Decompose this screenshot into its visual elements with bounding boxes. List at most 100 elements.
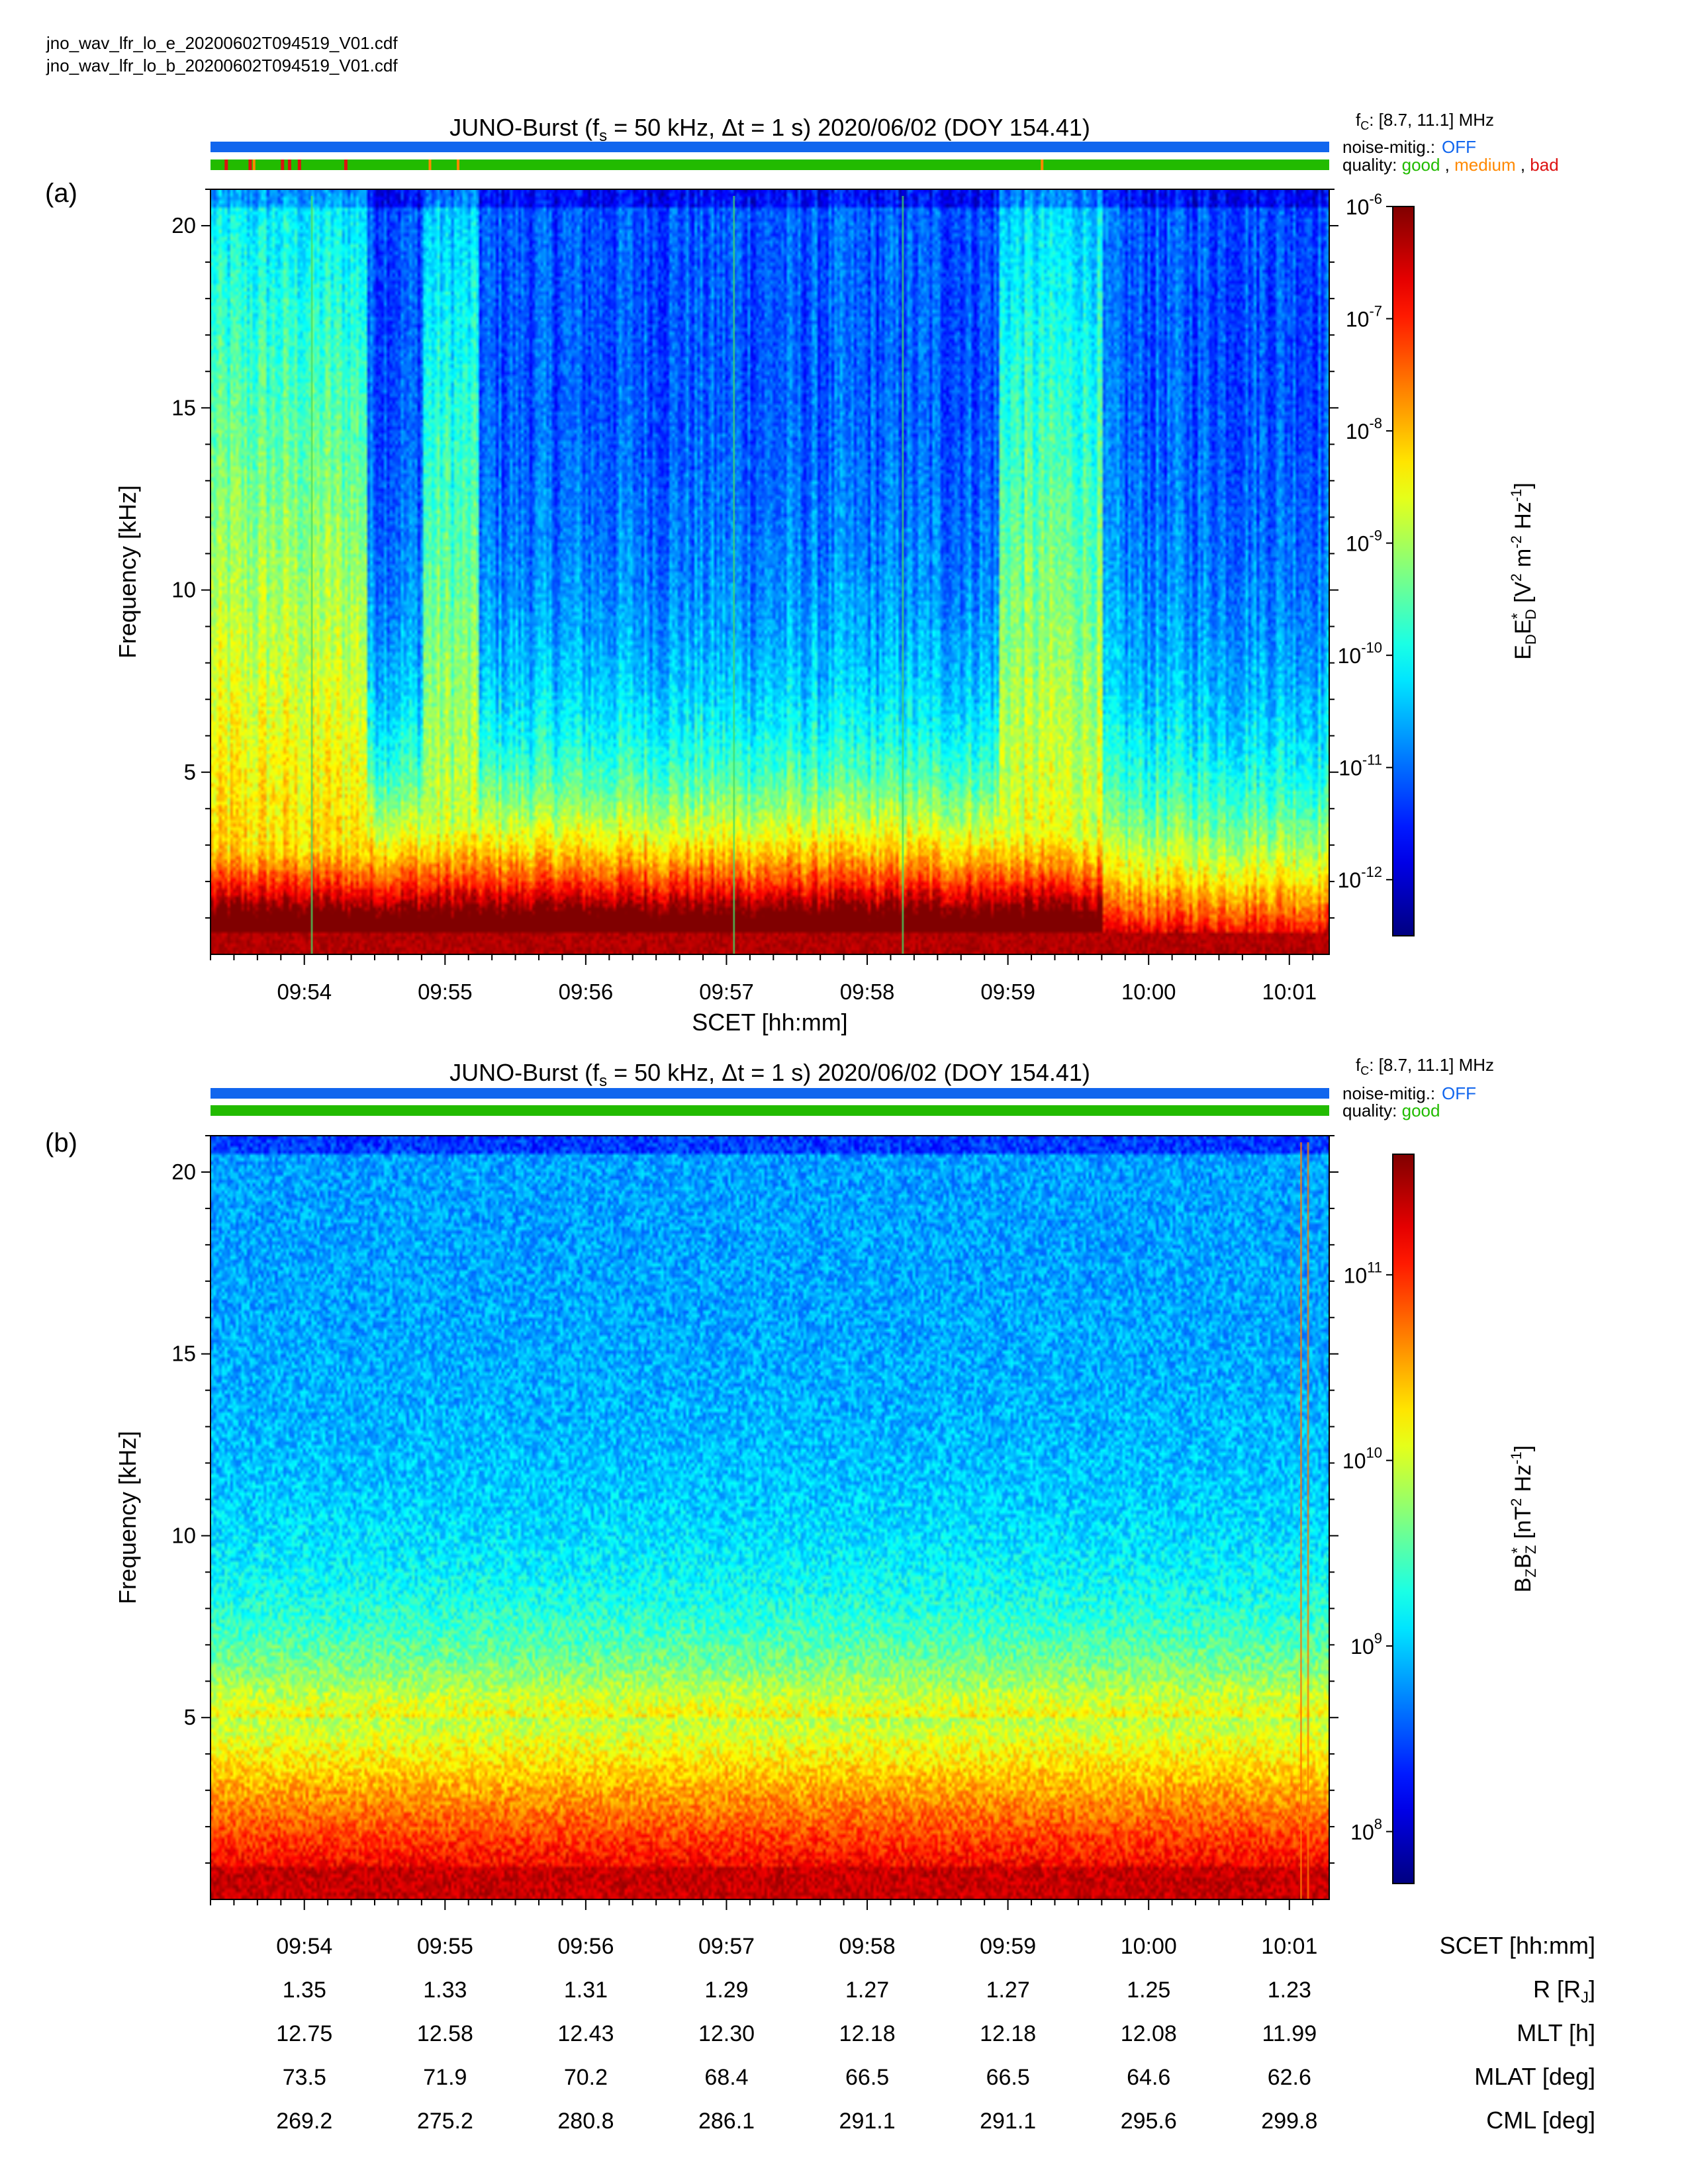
ephemeris-value: 62.6: [1268, 2065, 1311, 2090]
quality-bad-mark: [281, 159, 285, 170]
ephemeris-value: 12.08: [1121, 2021, 1177, 2046]
file-name-b: jno_wav_lfr_lo_b_20200602T094519_V01.cdf: [46, 56, 398, 75]
quality-legend: quality: good: [1342, 1101, 1440, 1120]
y-tick-label: 15: [171, 395, 196, 420]
y-axis-label: Frequency [kHz]: [114, 1431, 141, 1604]
ephemeris-value: 275.2: [417, 2109, 473, 2134]
plot-frame: [210, 189, 1330, 955]
ephemeris-value: 09:58: [839, 1934, 896, 1959]
noise-mitig-bar: [211, 142, 1329, 152]
spectrogram-image: [211, 189, 1329, 954]
quality-bar: [211, 159, 1329, 170]
ephemeris-value: 09:54: [276, 1934, 332, 1959]
ephemeris-value: 12.75: [276, 2021, 332, 2046]
ephemeris-value: 09:56: [557, 1934, 614, 1959]
ephemeris-value: 12.43: [557, 2021, 614, 2046]
panel-b: 5 10 15 20 Frequency [kHz] (b) JUNO-Burst (fs …: [45, 1055, 1539, 1910]
quality-bad-mark: [297, 159, 301, 170]
ephemeris-value: 1.27: [986, 1978, 1030, 2003]
spectrogram-image: [211, 1136, 1329, 1899]
ephemeris-value: 1.31: [564, 1978, 608, 2003]
quality-medium-mark: [252, 159, 256, 170]
colorbar-tick-label: 10-10: [1338, 639, 1382, 668]
ephemeris-value: 1.27: [845, 1978, 889, 2003]
ephemeris-row-label: R [RJ]: [1533, 1976, 1595, 2007]
noise-mitig-value: OFF: [1442, 137, 1476, 157]
y-tick-label: 10: [171, 1523, 196, 1547]
ephemeris-row-label: MLT [h]: [1517, 2019, 1595, 2046]
ephemeris-row-label: MLAT [deg]: [1474, 2063, 1595, 2090]
ephemeris-value: 66.5: [986, 2065, 1030, 2090]
ephemeris-value: 291.1: [980, 2109, 1036, 2134]
colorbar-label: BZB*Z [nT2 Hz-1]: [1508, 1445, 1539, 1592]
x-tick-label: 09:55: [418, 979, 473, 1004]
x-tick-label: 09:59: [980, 979, 1035, 1004]
ephemeris-value: 66.5: [845, 2065, 889, 2090]
ephemeris-value: 269.2: [276, 2109, 332, 2134]
x-axis-label: SCET [hh:mm]: [692, 1009, 847, 1036]
ephemeris-value: 09:55: [417, 1934, 473, 1959]
quality-bar: [211, 1105, 1329, 1116]
ephemeris-value: 299.8: [1261, 2109, 1317, 2134]
colorbar-tick-label: 10-11: [1338, 752, 1382, 780]
x-tick-label: 09:54: [277, 979, 332, 1004]
noise-mitig-value: OFF: [1442, 1083, 1476, 1103]
ephemeris-value: 12.18: [839, 2021, 896, 2046]
y-tick-label: 15: [171, 1342, 196, 1366]
x-tick-label: 09:56: [559, 979, 614, 1004]
ephemeris-value: 1.29: [704, 1978, 748, 2003]
quality-bad-mark: [344, 159, 348, 170]
panel-title: JUNO-Burst (fs = 50 kHz, Δt = 1 s) 2020/…: [449, 114, 1090, 145]
colorbar-label: EDE*D [V2 m-2 Hz-1]: [1508, 482, 1539, 660]
colorbar-tick-label: 10-6: [1346, 191, 1382, 219]
ephemeris-value: 73.5: [283, 2065, 326, 2090]
quality-legend: quality: good , medium , bad: [1342, 155, 1559, 175]
panel-label: (a): [45, 179, 77, 208]
file-name-e: jno_wav_lfr_lo_e_20200602T094519_V01.cdf: [46, 33, 398, 53]
ephemeris-value: 280.8: [557, 2109, 614, 2134]
colorbar-tick-label: 10-7: [1346, 303, 1382, 332]
colorbar-tick-label: 1010: [1342, 1445, 1382, 1473]
ephemeris-value: 1.33: [423, 1978, 467, 2003]
quality-medium-mark: [457, 159, 460, 170]
colorbar-tick-label: 10-9: [1346, 527, 1382, 556]
x-tick-label: 10:01: [1262, 979, 1317, 1004]
colorbar-tick-label: 1011: [1344, 1259, 1382, 1287]
ephemeris-row-label: CML [deg]: [1486, 2107, 1595, 2134]
colorbar: [1392, 206, 1415, 936]
ephemeris-value: 12.30: [698, 2021, 755, 2046]
colorbar-tick-label: 10-12: [1338, 864, 1382, 892]
ephemeris-value: 71.9: [423, 2065, 467, 2090]
x-tick-label: 09:58: [840, 979, 895, 1004]
ephemeris-value: 286.1: [698, 2109, 755, 2134]
y-tick-label: 5: [184, 760, 196, 784]
y-tick-label: 20: [171, 1160, 196, 1184]
quality-medium-mark: [1041, 159, 1044, 170]
ephemeris-value: 12.58: [417, 2021, 473, 2046]
ephemeris-value: 295.6: [1121, 2109, 1177, 2134]
noise-mitig-bar: [211, 1088, 1329, 1099]
ephemeris-row-label: SCET [hh:mm]: [1440, 1932, 1595, 1959]
ephemeris-value: 12.18: [980, 2021, 1036, 2046]
ephemeris-value: 1.23: [1268, 1978, 1311, 2003]
ephemeris-value: 64.6: [1127, 2065, 1170, 2090]
y-axis-label: Frequency [kHz]: [114, 485, 141, 659]
ephemeris-value: 11.99: [1262, 2021, 1317, 2046]
quality-bad-mark: [248, 159, 252, 170]
colorbar-tick-label: 108: [1350, 1815, 1382, 1844]
plot-frame: [210, 1135, 1330, 1900]
ephemeris-value: 1.25: [1127, 1978, 1170, 2003]
panel-label: (b): [45, 1128, 77, 1158]
colorbar: [1392, 1154, 1415, 1884]
fc-label: fC: [8.7, 11.1] MHz: [1356, 110, 1494, 132]
ephemeris-table: 09:54 09:55 09:56 09:57 09:58 09:59 10:00 10:01…: [276, 1932, 1595, 2134]
ephemeris-value: 291.1: [839, 2109, 896, 2134]
ephemeris-value: 1.35: [283, 1978, 326, 2003]
colorbar-tick-label: 109: [1350, 1630, 1382, 1659]
quality-bad-mark: [287, 159, 291, 170]
colorbar-tick-label: 10-8: [1346, 415, 1382, 443]
quality-medium-mark: [428, 159, 432, 170]
ephemeris-value: 09:57: [698, 1934, 755, 1959]
ephemeris-value: 68.4: [704, 2065, 748, 2090]
